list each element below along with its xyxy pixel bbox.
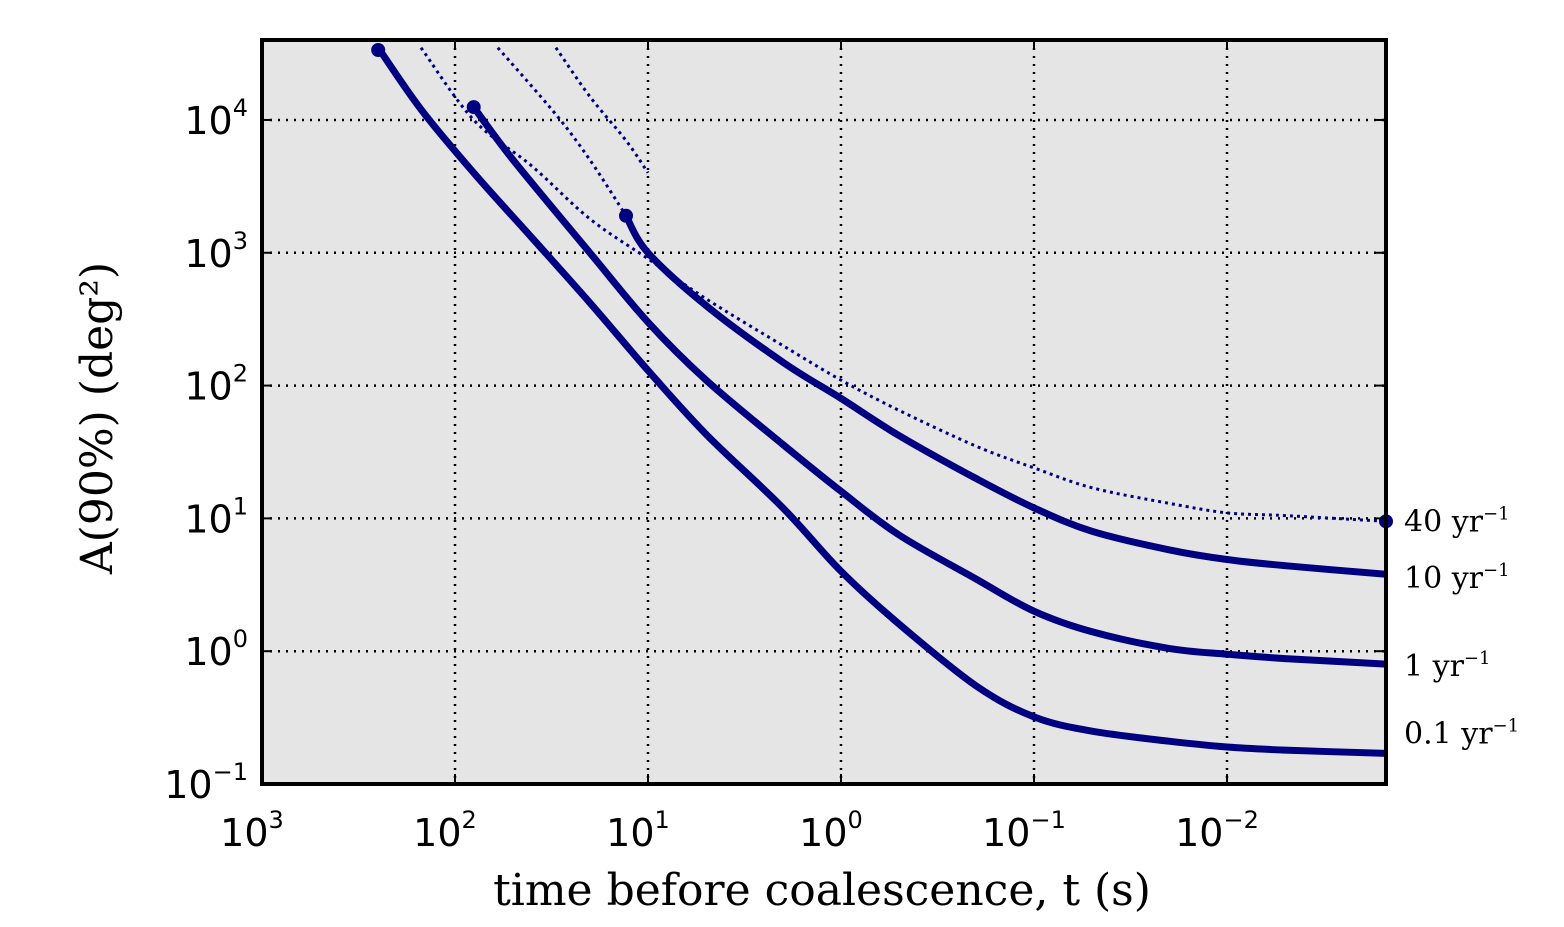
series-label-0: 0.1 yr−1 — [1404, 715, 1519, 751]
y-tick-label: 100 — [184, 625, 248, 674]
y-tick-label: 102 — [184, 360, 248, 409]
x-tick-label: 102 — [413, 806, 477, 855]
y-axis-label: A(90%) (deg²) — [72, 262, 123, 575]
plot-background — [262, 40, 1386, 784]
series-start-marker-0 — [371, 43, 386, 57]
plot-frame — [260, 38, 1388, 786]
x-tick-label: 101 — [606, 806, 670, 855]
series-line-1 — [470, 103, 1386, 668]
series-label-3: 40 yr−1 — [1404, 503, 1510, 539]
series-line-0 — [374, 44, 1386, 757]
series-label-1: 1 yr−1 — [1404, 648, 1490, 684]
series-start-marker-2 — [619, 208, 634, 223]
series-line-3 — [419, 46, 1386, 523]
plot-border — [260, 38, 1388, 786]
y-tick-label: 103 — [184, 227, 248, 276]
x-axis-label: time before coalescence, t (s) — [493, 865, 1151, 916]
series-start-marker-1 — [466, 100, 481, 115]
y-tick-label: 10−1 — [164, 758, 248, 807]
plot-area — [262, 40, 1386, 784]
x-tick-label: 10−1 — [982, 806, 1066, 855]
series-label-2: 10 yr−1 — [1404, 560, 1510, 596]
series-labels: 0.1 yr−1 1 yr−1 10 yr−1 40 yr−1 — [1404, 503, 1519, 751]
x-tick-label: 100 — [799, 806, 863, 855]
series-lines — [374, 44, 1386, 757]
series-line-2 — [622, 212, 1386, 578]
series-line-4 — [496, 46, 628, 217]
y-tick-label: 104 — [184, 94, 248, 143]
y-tick-label: 101 — [184, 492, 248, 541]
tick-labels: 103 102 101 100 10−1 10−2 104 103 102 101 100 10−1 — [164, 94, 1259, 855]
x-tick-label: 103 — [220, 806, 284, 855]
x-tick-label: 10−2 — [1175, 806, 1259, 855]
